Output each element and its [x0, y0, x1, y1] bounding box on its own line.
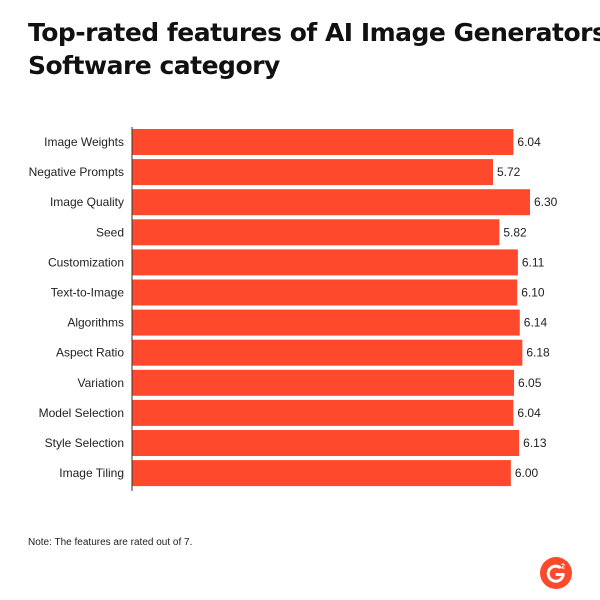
chart-title-line-1: Top-rated features of AI Image Generator… — [28, 18, 600, 47]
category-label: Style Selection — [45, 436, 124, 450]
value-label: 6.14 — [524, 316, 548, 330]
category-label: Image Weights — [44, 135, 124, 149]
category-label: Aspect Ratio — [56, 346, 124, 360]
bar — [132, 279, 518, 306]
category-label: Variation — [78, 376, 124, 390]
value-label: 6.04 — [517, 135, 541, 149]
value-label: 6.10 — [521, 286, 545, 300]
value-label: 5.82 — [503, 225, 527, 239]
bar — [132, 249, 518, 276]
value-label: 6.18 — [526, 346, 550, 360]
category-label: Image Tiling — [59, 466, 124, 480]
value-label: 6.00 — [515, 466, 539, 480]
g2-logo-icon: 2 — [540, 557, 572, 589]
bar — [132, 309, 520, 336]
value-label: 5.72 — [497, 165, 521, 179]
bar — [132, 189, 530, 216]
category-label: Image Quality — [50, 195, 124, 209]
category-label: Negative Prompts — [29, 165, 124, 179]
bar — [132, 460, 511, 487]
category-label: Text-to-Image — [51, 286, 125, 300]
g2-logo-superscript: 2 — [561, 564, 565, 571]
category-label: Customization — [48, 255, 124, 269]
bar — [132, 430, 520, 456]
value-label: 6.05 — [518, 376, 542, 390]
bar — [132, 129, 514, 155]
bar — [132, 159, 493, 186]
bars-group: Image Weights 6.04 Negative Prompts 5.72 Ima… — [29, 129, 558, 487]
bar — [132, 399, 514, 426]
category-label: Model Selection — [39, 406, 124, 420]
category-label: Algorithms — [67, 316, 124, 330]
value-label: 6.11 — [522, 255, 545, 269]
chart-title: Top-rated features of AI Image Generator… — [28, 16, 600, 82]
g2-logo-glyph: 2 — [546, 564, 565, 583]
chart-title-line-2: Software category — [28, 51, 280, 80]
footnote: Note: The features are rated out of 7. — [28, 537, 193, 548]
bar — [132, 369, 515, 396]
value-label: 6.13 — [523, 436, 547, 450]
value-label: 6.04 — [517, 406, 541, 420]
bar — [132, 219, 500, 246]
value-label: 6.30 — [534, 195, 558, 209]
bar — [132, 339, 523, 366]
category-label: Seed — [96, 225, 124, 239]
